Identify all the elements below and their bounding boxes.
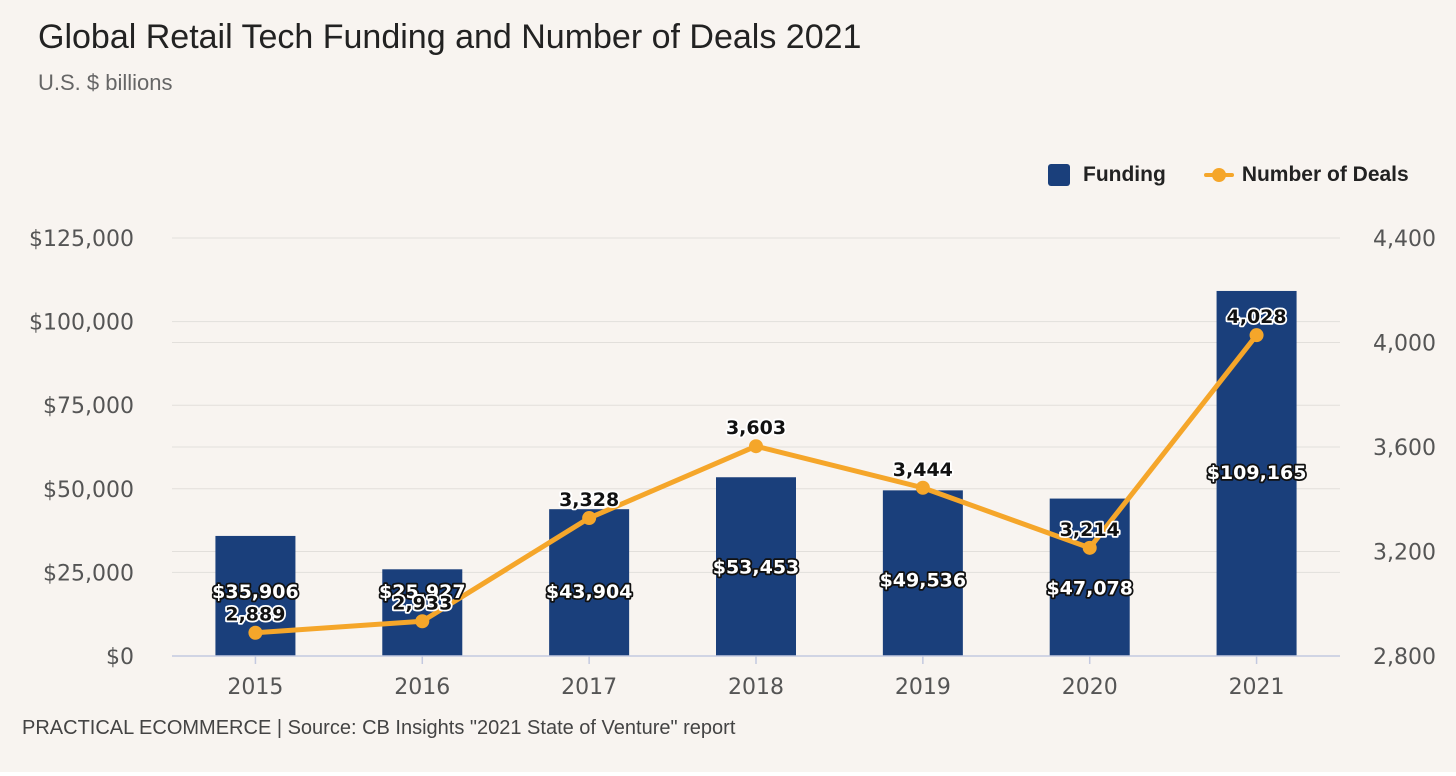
legend-label-funding: Funding xyxy=(1083,163,1166,186)
funding-label-2015: $35,906 xyxy=(212,581,299,603)
legend-label-deals: Number of Deals xyxy=(1241,163,1409,186)
deals-label-2018: 3,603 xyxy=(726,417,786,439)
chart-legend: Funding Number of Deals xyxy=(1048,160,1409,190)
y-left-tick-label-0: $0 xyxy=(106,645,134,670)
y-left-tick-label-2: $50,000 xyxy=(43,478,134,503)
funding-bars xyxy=(215,290,1297,656)
legend-swatch-deals xyxy=(1203,164,1234,186)
y-right-tick-label-2: 3,600 xyxy=(1373,436,1436,461)
funding-bar-2020[interactable] xyxy=(1049,498,1130,656)
deals-line xyxy=(248,328,1264,640)
funding-label-2016: $25,927 xyxy=(379,581,466,603)
y-left-tick-label-4: $100,000 xyxy=(29,311,134,336)
funding-bar-2016[interactable] xyxy=(382,569,463,656)
funding-bar-2018[interactable] xyxy=(716,477,796,656)
funding-label-2020: $47,078 xyxy=(1046,578,1133,600)
deals-label-2020: 3,214 xyxy=(1060,519,1120,541)
deals-point-2020[interactable] xyxy=(1082,540,1097,555)
chart-title: Global Retail Tech Funding and Number of… xyxy=(38,18,862,56)
y-left-tick-label-5: $125,000 xyxy=(29,227,134,252)
chart-source-note: PRACTICAL ECOMMERCE | Source: CB Insight… xyxy=(22,717,736,739)
x-tick-label-2020: 2020 xyxy=(1062,675,1118,700)
x-tick-label-2018: 2018 xyxy=(728,675,784,700)
deals-point-2018[interactable] xyxy=(749,439,763,454)
y-right-tick-label-0: 2,800 xyxy=(1373,645,1436,670)
x-tick-label-2021: 2021 xyxy=(1229,675,1285,700)
legend-item-deals[interactable]: Number of Deals xyxy=(1203,163,1409,187)
y-right-tick-label-1: 3,200 xyxy=(1373,541,1436,566)
deals-point-2019[interactable] xyxy=(915,480,930,495)
deals-point-2017[interactable] xyxy=(582,511,597,526)
deals-label-2019: 3,444 xyxy=(893,459,953,481)
y-left-tick-label-1: $25,000 xyxy=(43,561,134,586)
deals-label-2021: 4,028 xyxy=(1227,306,1287,328)
funding-label-2019: $49,536 xyxy=(880,569,967,591)
deals-label-2015: 2,889 xyxy=(225,604,285,626)
legend-swatch-funding xyxy=(1048,164,1070,186)
funding-label-2021: $109,165 xyxy=(1207,462,1307,484)
y-left-tick-label-3: $75,000 xyxy=(43,394,134,419)
deals-point-2016[interactable] xyxy=(415,614,430,629)
y-right-tick-label-3: 4,000 xyxy=(1373,332,1436,357)
deals-point-2021[interactable] xyxy=(1249,328,1264,343)
axes: 2015 2016 2017 2018 2019 2020 2021 $0 $25,000 $50… xyxy=(29,227,1436,700)
x-tick-label-2015: 2015 xyxy=(227,675,283,700)
deals-label-2017: 3,328 xyxy=(559,489,619,511)
deals-point-2015[interactable] xyxy=(248,625,263,640)
funding-label-2017: $43,904 xyxy=(546,581,633,603)
funding-bar-2019[interactable] xyxy=(882,490,963,656)
funding-label-2018: $53,453 xyxy=(713,556,800,578)
x-tick-label-2016: 2016 xyxy=(394,675,450,700)
chart-subtitle: U.S. $ billions xyxy=(38,70,173,95)
legend-item-funding[interactable]: Funding xyxy=(1048,163,1166,187)
deals-label-2016: 2,933 xyxy=(392,592,452,614)
data-labels: $35,906 $25,927 $43,904 $53,453 $49,536 $47,0… xyxy=(210,304,1308,627)
x-tick-label-2019: 2019 xyxy=(895,675,951,700)
funding-bar-2021[interactable] xyxy=(1216,290,1297,656)
y-right-tick-label-4: 4,400 xyxy=(1373,227,1436,252)
x-tick-label-2017: 2017 xyxy=(561,675,617,700)
